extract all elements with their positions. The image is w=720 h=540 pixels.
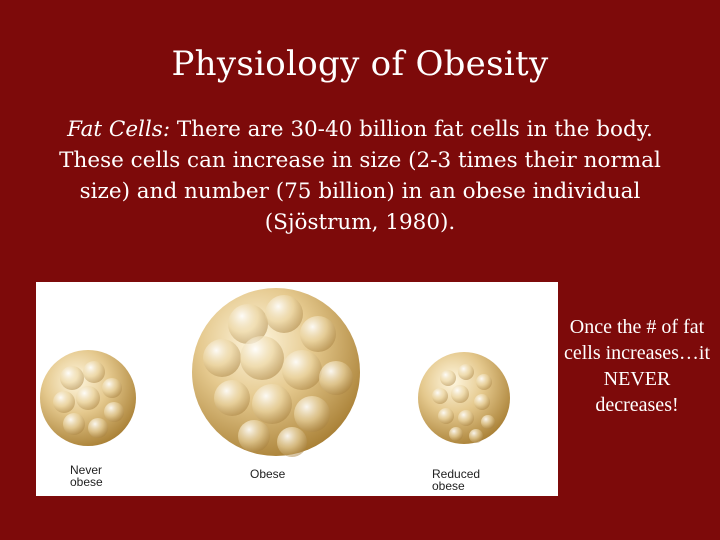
body-text: There are 30-40 billion fat cells in the… [59, 117, 661, 235]
slide-title: Physiology of Obesity [171, 44, 549, 84]
obese-cell [192, 288, 360, 457]
never-obese-label: Never obese [70, 463, 103, 489]
reduced-obese-cell [418, 352, 510, 444]
never-obese-cell [40, 350, 136, 446]
reduced-obese-label: Reduced obese [432, 467, 481, 493]
body-lead: Fat Cells: [67, 117, 171, 142]
slide-body: Fat Cells: There are 30-40 billion fat c… [52, 114, 668, 238]
obese-label: Obese [250, 467, 286, 481]
side-note: Once the # of fat cells increases…it NEV… [563, 316, 711, 416]
fat-cells-figure: Never obese Obese Reduced obese [36, 282, 558, 496]
